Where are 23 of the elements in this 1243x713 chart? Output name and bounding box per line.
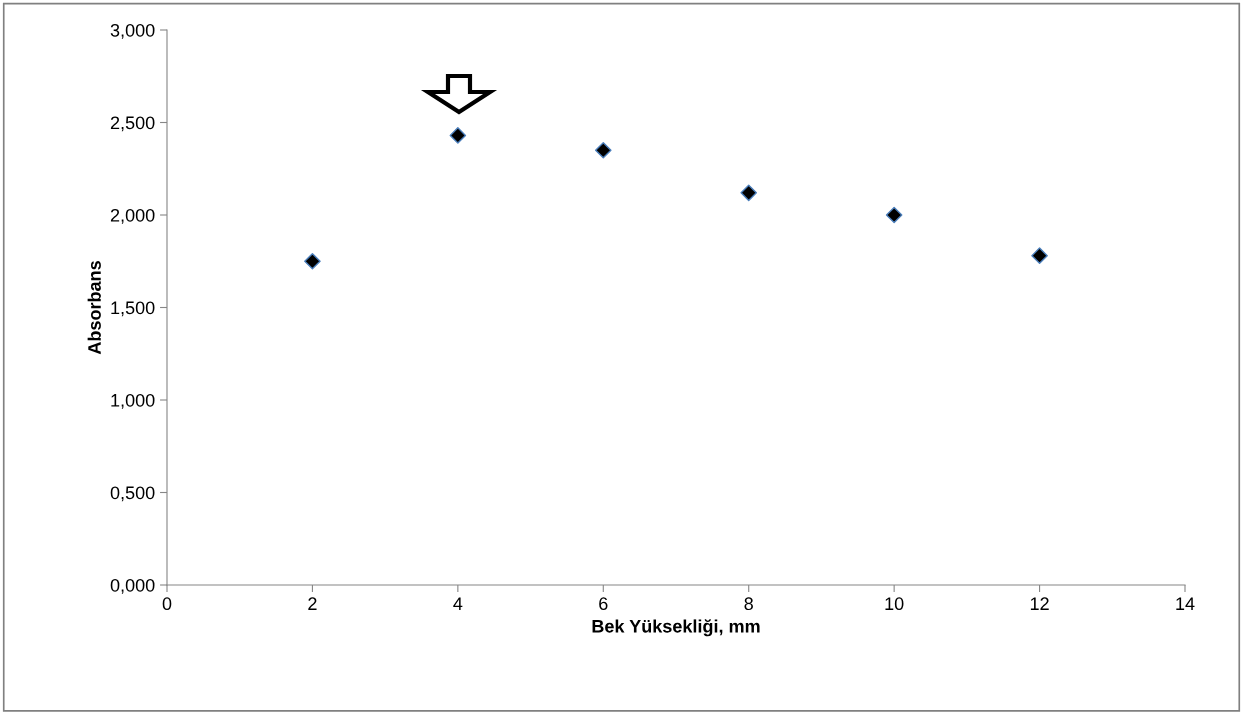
y-tick-label: 0,000	[110, 578, 155, 594]
x-tick-label: 10	[885, 597, 904, 611]
y-tick-label: 2,500	[110, 116, 155, 132]
y-tick-label: 1,000	[111, 393, 155, 409]
x-tick-label: 4	[453, 597, 463, 610]
point	[594, 141, 612, 159]
point	[449, 127, 467, 144]
point	[304, 252, 321, 270]
x-tick-label: 12	[1030, 597, 1049, 610]
x-tick-label: 14	[1176, 597, 1195, 610]
point	[1031, 247, 1048, 265]
y-axis-title: Absorbans	[87, 261, 101, 355]
y-tick-label: 2,000	[110, 208, 155, 224]
y-tick-label: 1,500	[111, 301, 155, 317]
x-tick-label: 6	[599, 597, 608, 611]
x-tick-label: 8	[744, 597, 753, 611]
point	[740, 184, 758, 202]
y-tick-label: 0,500	[110, 486, 155, 502]
x-tick-label: 2	[308, 597, 317, 610]
y-tick-label: 3,000	[110, 23, 155, 39]
x-axis-title: Bek Yüksekliği, mm	[592, 619, 760, 637]
point	[885, 206, 903, 224]
x-tick-label: 0	[162, 597, 172, 611]
